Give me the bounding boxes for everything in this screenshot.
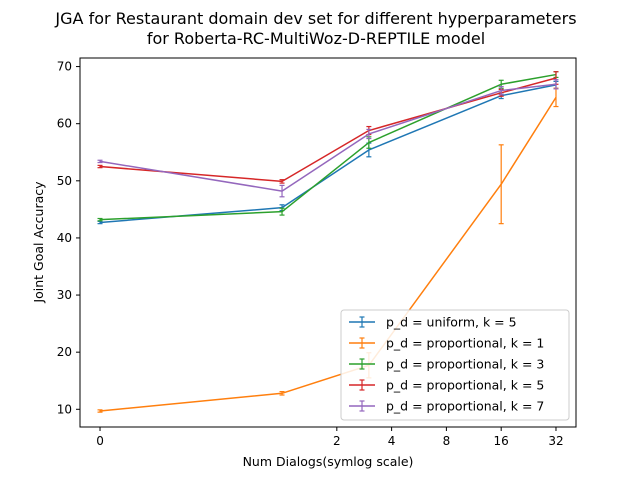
legend-entry: p_d = proportional, k = 1	[349, 336, 544, 351]
error-bar	[498, 85, 504, 96]
legend-label: p_d = proportional, k = 5	[386, 378, 544, 393]
y-tick-label: 50	[57, 174, 72, 188]
error-bar	[97, 217, 103, 222]
legend-label: p_d = uniform, k = 5	[386, 315, 517, 330]
y-tick-label: 70	[57, 60, 72, 74]
legend-label: p_d = proportional, k = 1	[386, 336, 544, 351]
legend-entry: p_d = proportional, k = 7	[349, 399, 544, 414]
error-bar	[498, 144, 504, 225]
x-tick-label: 2	[333, 434, 341, 448]
error-bar	[553, 79, 559, 90]
y-tick-label: 10	[57, 402, 72, 416]
y-tick-label: 20	[57, 345, 72, 359]
chart-subtitle: for Roberta-RC-MultiWoz-D-REPTILE model	[147, 29, 485, 48]
error-bar	[97, 164, 103, 169]
error-bar	[97, 159, 103, 164]
series-5	[97, 79, 559, 198]
legend-label: p_d = proportional, k = 7	[386, 399, 544, 414]
error-bar	[279, 179, 285, 184]
legend: p_d = uniform, k = 5 p_d = proportional, …	[340, 309, 570, 421]
y-axis-label: Joint Goal Accuracy	[31, 181, 46, 304]
y-tick-label: 30	[57, 288, 72, 302]
x-tick-label: 32	[548, 434, 563, 448]
legend-entry: p_d = uniform, k = 5	[349, 315, 517, 330]
legend-entry: p_d = proportional, k = 5	[349, 378, 544, 393]
error-bar	[279, 184, 285, 198]
legend-label: p_d = proportional, k = 3	[386, 357, 544, 372]
legend-box	[340, 309, 570, 421]
error-bar	[366, 128, 372, 140]
x-axis-label: Num Dialogs(symlog scale)	[243, 454, 414, 469]
x-tick-label: 8	[443, 434, 451, 448]
axes-frame	[79, 57, 577, 428]
x-tick-label: 0	[96, 434, 104, 448]
error-bar	[279, 390, 285, 396]
error-bar	[279, 207, 285, 216]
x-tick-label: 4	[388, 434, 396, 448]
y-tick-label: 60	[57, 117, 72, 131]
x-tick-label: 16	[494, 434, 509, 448]
error-bar	[97, 409, 103, 413]
chart-title: JGA for Restaurant domain dev set for di…	[54, 9, 576, 28]
legend-entry: p_d = proportional, k = 3	[349, 357, 544, 372]
y-tick-label: 40	[57, 231, 72, 245]
axis-ticks: 0 2 4 8 16 32 10 20 30 40 50 60 70	[57, 60, 564, 448]
